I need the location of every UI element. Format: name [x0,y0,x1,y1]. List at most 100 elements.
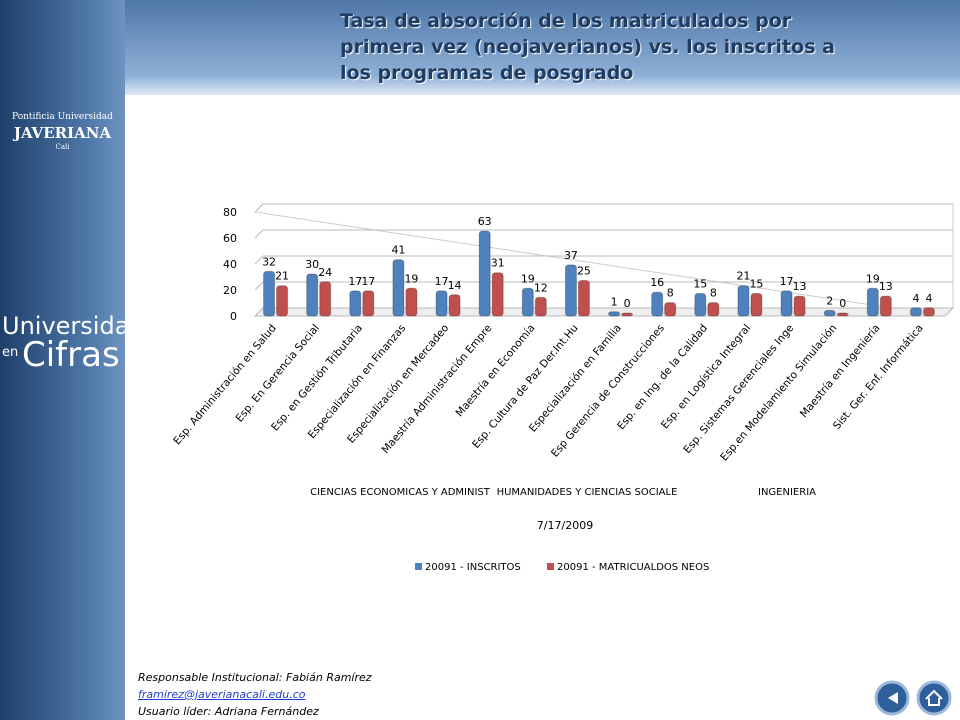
bar [651,291,664,317]
data-label: 15 [749,278,763,291]
grid-line [254,255,953,265]
bar [564,264,577,317]
bar [392,259,405,317]
group-label: CIENCIAS ECONOMICAS Y ADMINIST [310,487,491,498]
brand-line: Cifras [22,335,120,375]
footer: Responsable Institucional: Fabián Ramíre… [138,669,372,720]
x-tick-label: Maestría en Ingeniería [798,322,883,420]
bar [435,290,448,317]
bar [577,280,590,317]
brand-line: Universidad [2,312,145,340]
nav-back[interactable] [874,680,910,716]
responsible: Responsable Institucional: Fabián Ramíre… [138,671,372,684]
data-label: 37 [564,249,578,262]
bar [922,307,935,317]
y-tick-label: 80 [223,206,237,219]
data-label: 31 [491,257,505,270]
bar [737,285,750,317]
bar [263,270,276,317]
bar [707,302,720,317]
bar [608,311,621,317]
data-label: 13 [793,280,807,293]
data-label: 21 [275,270,289,283]
data-label: 21 [736,270,750,283]
data-label: 63 [478,215,492,228]
bar [909,307,922,317]
x-tick-label: Sist. Ger. Enf. Informática [831,322,926,432]
bar [319,281,332,317]
data-label: 4 [925,292,932,305]
bar [349,290,362,317]
data-label: 41 [391,244,405,257]
bar [534,296,547,317]
x-tick-label: Esp. en Ing. de la Calidad [615,322,710,432]
legend-label: 20091 - MATRICUALDOS NEOS [557,562,709,573]
data-label: 0 [624,297,631,310]
legend-label: 20091 - INSCRITOS [425,562,521,573]
bar [780,290,793,317]
data-label: 32 [262,255,276,268]
x-tick-label: Esp. En Gerencia Social [233,322,322,424]
logo-line: Cali [55,143,70,151]
data-label: 13 [879,280,893,293]
data-label: 14 [448,279,462,292]
bar [793,295,806,317]
logo-line: Pontificia Universidad [12,112,113,122]
data-label: 4 [912,292,919,305]
x-tick-label: Esp. en Logística Integral [659,322,753,431]
data-label: 15 [693,278,707,291]
grid-line [254,203,953,213]
data-label: 17 [348,275,362,288]
bar [405,287,418,317]
bar [694,293,707,317]
logo-line: JAVERIANA [13,124,112,142]
x-tick-label: Especialización en Familia [527,322,624,434]
y-tick-label: 0 [230,310,237,323]
y-tick-label: 20 [223,284,237,297]
brand-line: en [2,345,19,360]
bar [621,312,634,317]
data-label: 19 [404,272,418,285]
data-label: 19 [866,272,880,285]
bar [362,290,375,317]
bar [306,273,319,317]
bar [478,230,491,317]
group-label: HUMANIDADES Y CIENCIAS SOCIALE [497,487,678,498]
grid-line [254,229,953,239]
bar [276,285,289,317]
bar [879,295,892,317]
bar [491,272,504,317]
nav-home[interactable] [916,680,952,716]
bar [448,294,461,317]
data-label: 16 [650,276,664,289]
data-label: 17 [361,275,375,288]
data-label: 17 [780,275,794,288]
leader: Usuario líder: Adriana Fernández [138,705,319,718]
data-label: 2 [826,294,833,307]
data-label: 0 [839,297,846,310]
data-label: 17 [435,275,449,288]
data-label: 19 [521,272,535,285]
data-label: 8 [710,287,717,300]
bar [521,287,534,317]
legend-swatch [415,563,422,570]
data-label: 12 [534,281,548,294]
grid-line [254,281,953,291]
y-tick-label: 60 [223,232,237,245]
bar [866,287,879,317]
data-label: 30 [305,258,319,271]
data-label: 1 [611,296,618,309]
group-label: INGENIERIA [758,487,816,498]
header-band [125,0,960,95]
data-label: 8 [667,287,674,300]
bar [664,302,677,317]
legend-swatch [547,563,554,570]
data-label: 25 [577,265,591,278]
bar [750,293,763,317]
y-tick-label: 40 [223,258,237,271]
x-tick-label: Esp. en Gestión Tributaria [269,322,365,433]
email-link[interactable]: framirez@javerianacali.edu.co [138,688,306,701]
data-label: 24 [318,266,332,279]
